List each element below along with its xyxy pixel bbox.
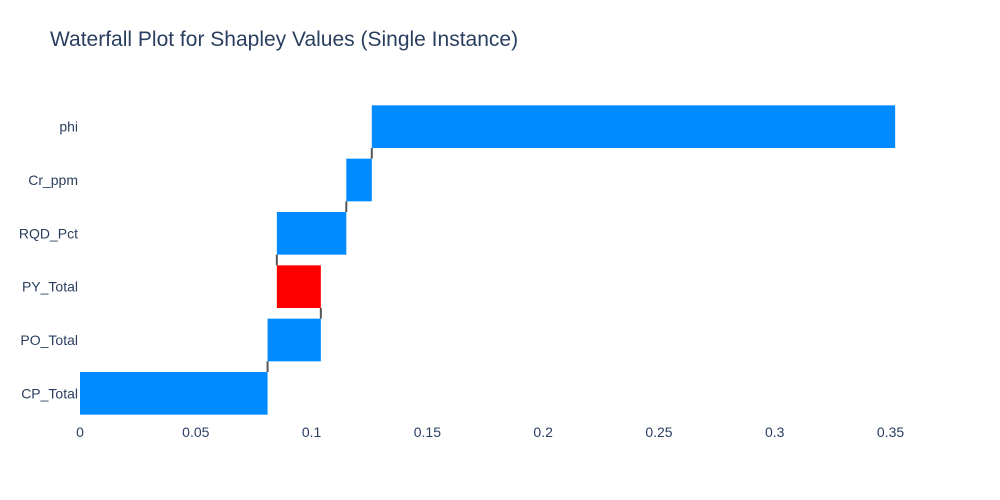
bars [80, 105, 896, 415]
x-tick-label: 0.2 [533, 424, 553, 440]
y-tick-label: PO_Total [20, 332, 78, 348]
chart-title: Waterfall Plot for Shapley Values (Singl… [50, 28, 519, 51]
y-tick-label: CP_Total [21, 385, 78, 401]
bar-po-total[interactable] [267, 318, 321, 362]
y-tick-label: RQD_Pct [19, 225, 78, 241]
bar-phi[interactable] [371, 105, 896, 148]
bar-py-total[interactable] [276, 265, 321, 308]
x-tick-label: 0.1 [302, 424, 322, 440]
y-tick-label: PY_Total [22, 279, 78, 295]
connectors [266, 148, 373, 372]
y-tick-label: Cr_ppm [28, 172, 78, 188]
x-tick-label: 0.15 [414, 424, 441, 440]
x-tick-label: 0.35 [877, 424, 904, 440]
y-axis-labels: CP_Total PO_Total PY_Total RQD_Pct Cr_ppm phi [19, 119, 78, 402]
x-axis-ticks: 0 0.05 0.1 0.15 0.2 0.25 0.3 0.35 [76, 424, 904, 440]
y-tick-label: phi [59, 119, 78, 135]
x-tick-label: 0.25 [645, 424, 672, 440]
x-tick-label: 0.05 [182, 424, 209, 440]
bar-cp-total[interactable] [80, 372, 268, 415]
x-tick-label: 0 [76, 424, 84, 440]
x-tick-label: 0.3 [765, 424, 785, 440]
bar-rqd-pct[interactable] [276, 212, 347, 255]
bar-cr-ppm[interactable] [346, 158, 372, 202]
